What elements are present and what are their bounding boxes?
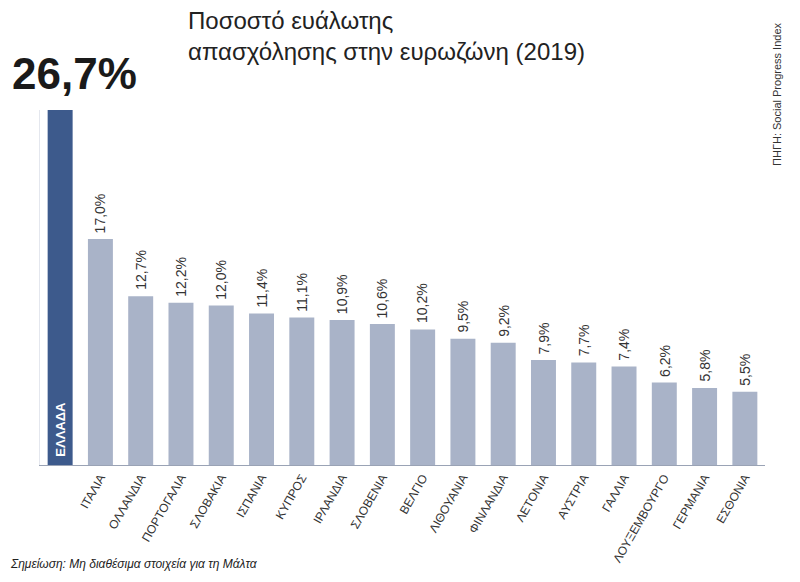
svg-text:10,6%: 10,6% [374,279,390,319]
svg-text:ΙΡΛΑΝΔΙΑ: ΙΡΛΑΝΔΙΑ [310,472,349,526]
svg-text:ΟΛΛΑΝΔΙΑ: ΟΛΛΑΝΔΙΑ [106,472,149,532]
svg-text:ΕΣΘΟΝΙΑ: ΕΣΘΟΝΙΑ [713,472,752,526]
svg-text:12,7%: 12,7% [133,250,149,290]
svg-text:ΛΙΘΟΥΑΝΙΑ: ΛΙΘΟΥΑΝΙΑ [426,472,471,535]
svg-text:ΛΕΤΟΝΙΑ: ΛΕΤΟΝΙΑ [513,472,551,524]
svg-text:ΠΟΡΤΟΓΑΛΙΑ: ΠΟΡΤΟΓΑΛΙΑ [139,472,189,544]
svg-text:17,0%: 17,0% [92,194,108,234]
svg-text:ΒΕΛΓΙΟ: ΒΕΛΓΙΟ [397,472,431,517]
svg-text:9,2%: 9,2% [496,305,512,337]
svg-text:ΑΥΣΤΡΙΑ: ΑΥΣΤΡΙΑ [555,472,592,522]
svg-text:12,2%: 12,2% [173,257,189,297]
svg-text:Ποσοστό ευάλωτηςαπασχόλησης στ: Ποσοστό ευάλωτηςαπασχόλησης στην ευρωζών… [188,7,585,65]
svg-text:12,0%: 12,0% [213,260,229,300]
svg-text:9,5%: 9,5% [455,301,471,333]
svg-text:10,9%: 10,9% [334,274,350,314]
svg-text:ΓΕΡΜΑΝΙΑ: ΓΕΡΜΑΝΙΑ [670,472,712,532]
svg-text:ΣΛΟΒΕΝΙΑ: ΣΛΟΒΕΝΙΑ [348,472,390,531]
svg-text:5,5%: 5,5% [737,354,753,386]
svg-text:11,1%: 11,1% [294,273,310,312]
svg-text:ΦΙΝΛΑΝΔΙΑ: ΦΙΝΛΑΝΔΙΑ [466,472,511,536]
svg-text:ΓΑΛΛΙΑ: ΓΑΛΛΙΑ [599,472,632,514]
svg-text:7,4%: 7,4% [616,329,632,361]
svg-text:ΛΟΥΞΕΜΒΟΥΡΓΟ: ΛΟΥΞΕΜΒΟΥΡΓΟ [610,472,672,565]
svg-text:5,8%: 5,8% [697,350,713,382]
svg-text:26,7%: 26,7% [12,49,137,98]
svg-text:ΙΤΑΛΙΑ: ΙΤΑΛΙΑ [78,472,109,511]
svg-text:6,2%: 6,2% [657,345,673,377]
svg-text:Σημείωση: Μη διαθέσιμα στοιχεί: Σημείωση: Μη διαθέσιμα στοιχεία για τη Μ… [10,557,258,571]
svg-text:11,4%: 11,4% [254,269,270,308]
svg-text:10,2%: 10,2% [414,283,430,323]
svg-text:ΠΗΓΗ: Social Progress Index: ΠΗΓΗ: Social Progress Index [771,23,783,167]
svg-text:ΚΥΠΡΟΣ: ΚΥΠΡΟΣ [273,472,310,522]
svg-text:7,9%: 7,9% [536,323,552,355]
svg-text:ΕΛΛΑΔΑ: ΕΛΛΑΔΑ [53,402,68,457]
svg-text:ΣΛΟΒΑΚΙΑ: ΣΛΟΒΑΚΙΑ [187,472,229,531]
svg-text:ΙΣΠΑΝΙΑ: ΙΣΠΑΝΙΑ [233,472,269,520]
svg-text:7,7%: 7,7% [576,324,592,356]
